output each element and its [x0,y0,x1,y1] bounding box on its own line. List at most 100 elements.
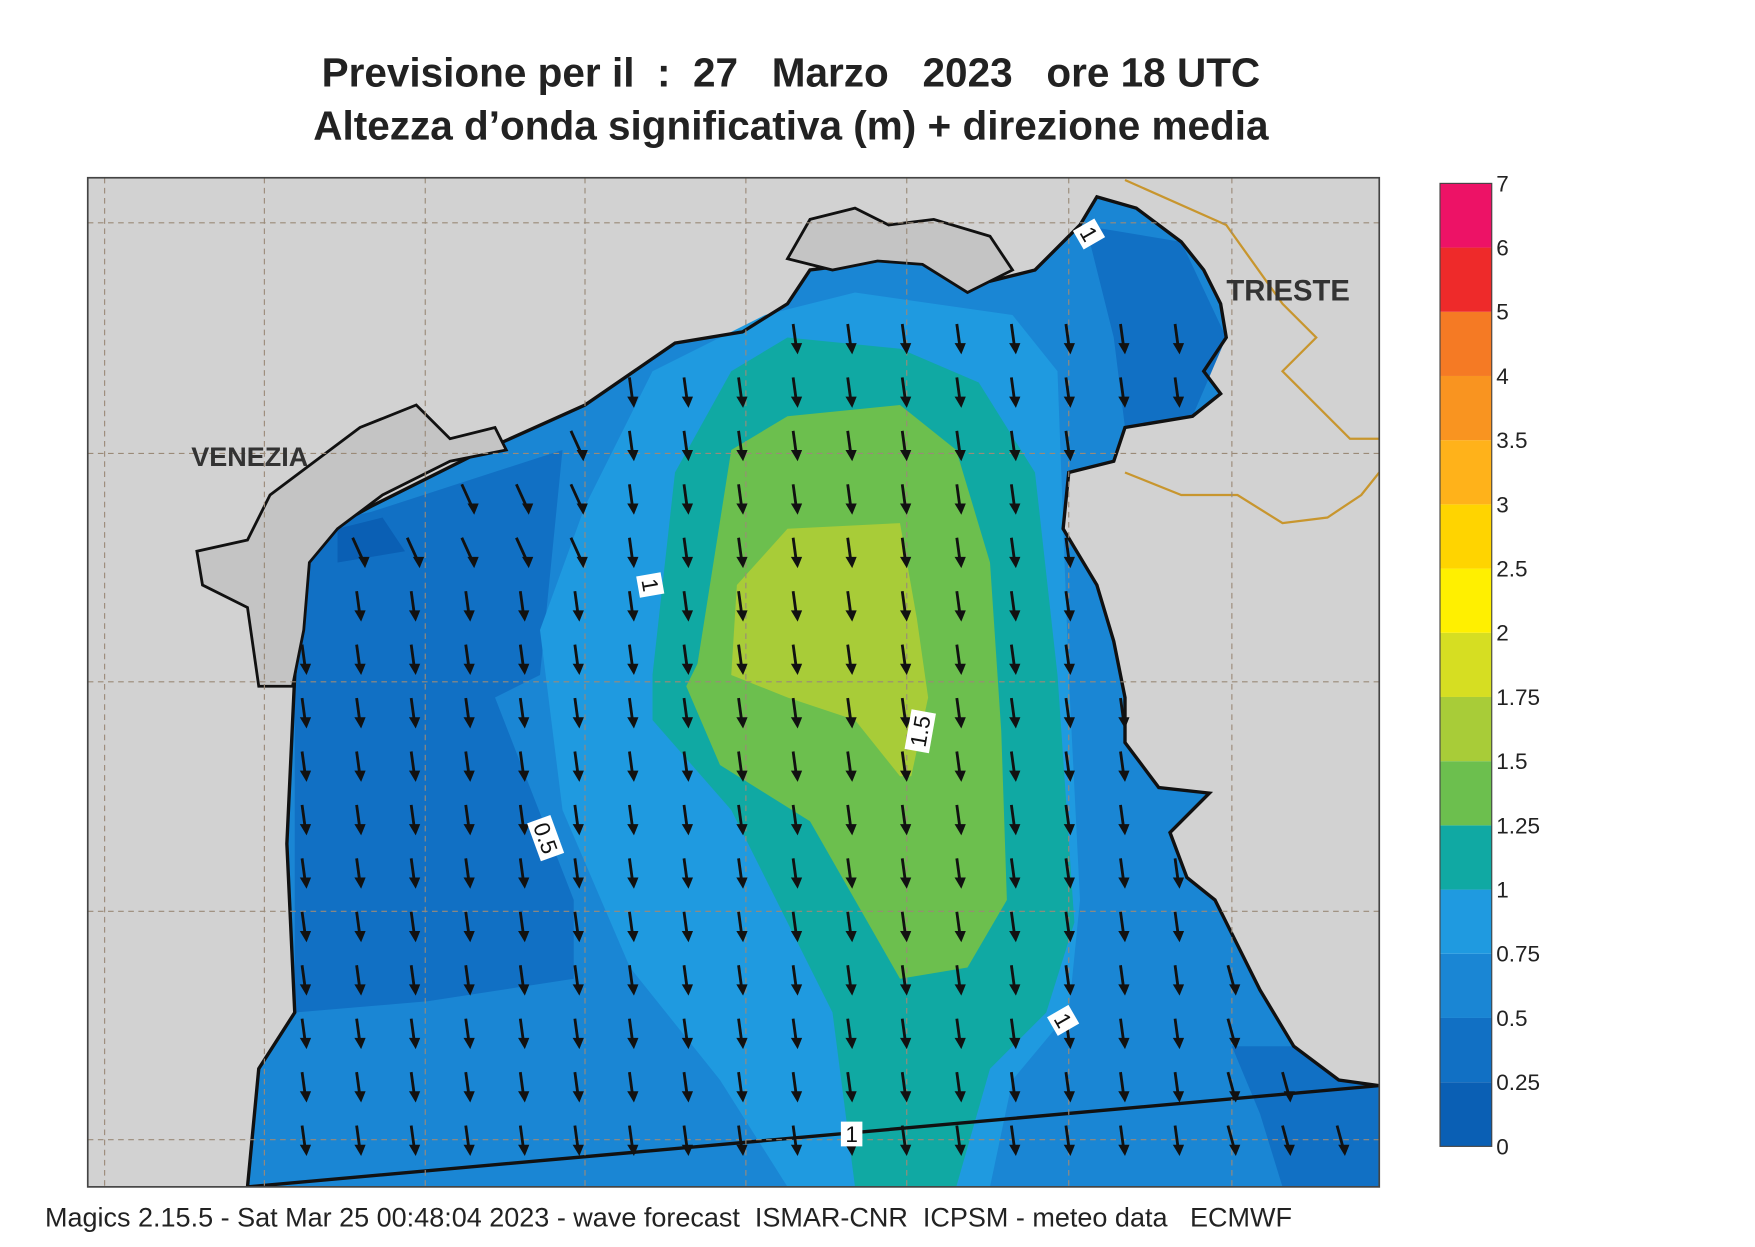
arrow-head [299,770,312,782]
arrow-head [518,1091,530,1103]
arrow-head [790,717,803,729]
colorbar-band [1440,1017,1492,1083]
colorbar-band [1440,632,1492,697]
arrow-head [408,717,421,729]
arrow-head [845,610,857,622]
arrow-head [1283,1091,1295,1103]
arrow-head [845,503,857,515]
arrow-head [627,717,639,729]
arrow-head [790,984,803,996]
arrow-head [572,984,584,996]
arrow-head [845,663,857,675]
arrow-head [900,770,912,782]
arrow-head [576,556,588,569]
arrow-head [954,343,966,355]
arrow-head [1009,503,1021,515]
arrow-head [1118,1091,1130,1103]
arrow-head [1009,1144,1021,1156]
arrow-head [627,503,639,515]
arrow-head [736,984,748,996]
arrow-head [681,877,693,889]
arrow-head [681,503,693,515]
arrow-head [408,984,421,996]
arrow-head [790,556,803,569]
arrow-head [845,930,857,943]
arrow-head [1063,663,1075,675]
arrow-head [354,610,366,622]
arrow-head [954,663,966,675]
contour-label-box [1047,1004,1080,1036]
arrow-head [1172,396,1185,408]
arrow-head [627,930,639,943]
arrow-head [627,556,639,569]
arrow-head [1229,1091,1241,1103]
arrow-head [463,770,475,782]
arrow-head [790,610,803,622]
arrow-head [518,877,530,889]
arrow-head [1118,343,1130,355]
arrow-head [1118,1037,1130,1050]
arrow-head [736,770,748,782]
sea-band [337,517,405,563]
arrow-head [790,396,803,408]
arrow-head [736,450,748,462]
arrow-head [790,663,803,675]
arrow-head [463,663,475,675]
arrow-head [518,1037,530,1050]
arrow-head [408,1091,421,1103]
contour-label-text: 1 [845,1122,858,1147]
arrow-head [954,610,966,622]
colorbar-label: 0.5 [1496,1006,1527,1031]
arrow-head [681,1144,693,1156]
arrow-head [408,610,421,622]
arrow-head [1009,717,1021,729]
arrow-head [736,930,748,943]
arrow-head [1063,930,1075,943]
arrow-head [522,503,534,515]
arrow-head [1009,930,1021,943]
arrow-head [900,610,912,622]
colorbar-label: 1.25 [1496,813,1540,838]
arrow-head [1009,1091,1021,1103]
arrow-head [572,1091,584,1103]
sea-band [294,450,574,1013]
arrow-head [954,877,966,889]
arrow-head [358,556,370,569]
arrow-head [627,610,639,622]
arrow-head [1118,396,1130,408]
arrow-head [299,1144,312,1156]
arrow-head [463,717,475,729]
arrow-head [736,1037,748,1050]
arrow-head [736,556,748,569]
arrow-head [1009,343,1021,355]
arrow-head [1172,1091,1185,1103]
arrow-head [354,1037,366,1050]
colorbar-label: 1.75 [1496,685,1540,710]
arrow-head [463,1091,475,1103]
colorbar-label: 1.5 [1496,749,1527,774]
arrow-head [1063,343,1075,355]
arrow-head [1063,984,1075,996]
arrow-head [463,824,475,836]
arrow-head [1063,717,1075,729]
arrow-head [518,930,530,943]
arrow-head [518,663,530,675]
colorbar-band [1440,825,1492,890]
arrow-head [845,556,857,569]
arrow-head [518,770,530,782]
arrow-head [736,663,748,675]
arrow-head [467,503,479,515]
arrow-head [1063,877,1075,889]
colorbar-band [1440,889,1492,954]
arrow-head [354,930,366,943]
arrow-head [1118,1144,1130,1156]
arrow-head [627,770,639,782]
arrow-head [681,717,693,729]
colorbar-band [1440,183,1492,248]
arrow-head [572,663,584,675]
arrow-head [1009,396,1021,408]
arrow-head [736,1144,748,1156]
arrow-head [463,877,475,889]
arrow-head [354,984,366,996]
arrow-head [681,824,693,836]
